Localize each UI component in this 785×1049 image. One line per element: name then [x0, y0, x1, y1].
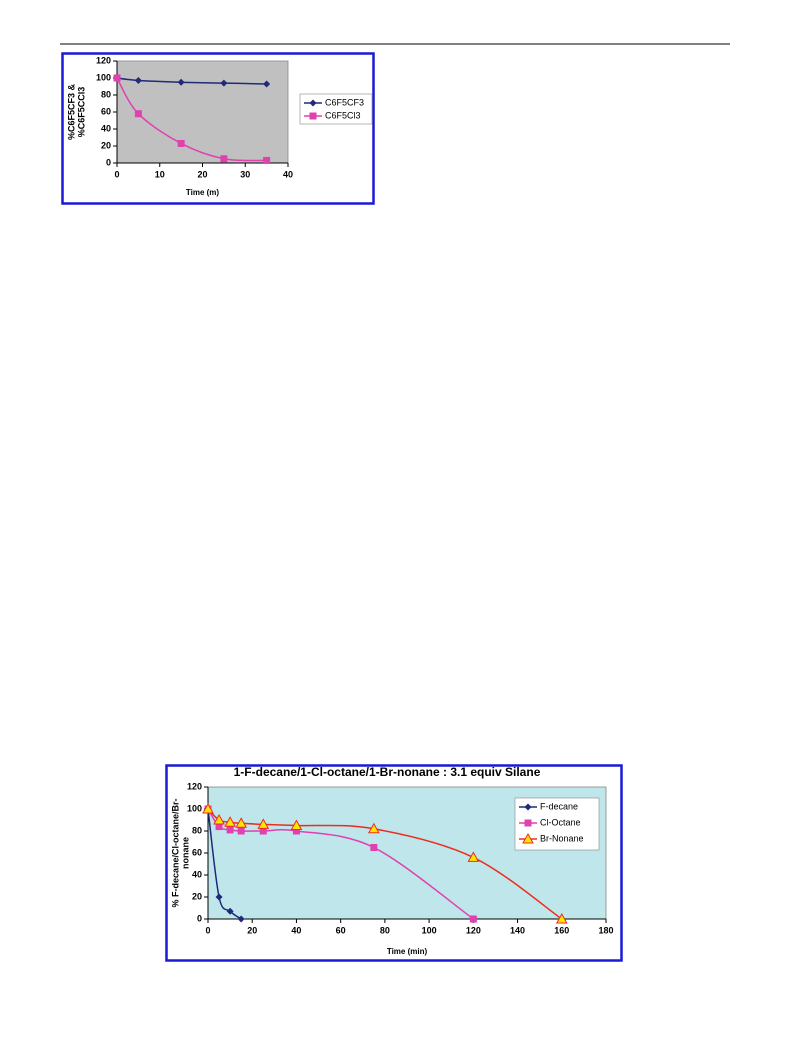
x-tick-label: 120: [466, 925, 481, 935]
marker: [215, 893, 223, 901]
marker: [215, 823, 223, 831]
marker: [237, 915, 245, 923]
series-line: [207, 808, 242, 920]
y-axis-label: nonane: [180, 837, 190, 869]
legend-marker: [524, 819, 532, 827]
marker: [263, 156, 271, 164]
plot-area: [116, 60, 289, 164]
marker: [177, 139, 185, 147]
marker: [367, 822, 380, 834]
x-tick-label: 80: [380, 925, 390, 935]
y-tick-label: 40: [101, 123, 111, 133]
legend-label: C6F5Cl3: [325, 110, 361, 120]
marker: [469, 915, 477, 923]
marker: [235, 817, 248, 828]
x-tick-label: 180: [598, 925, 613, 935]
marker: [226, 907, 234, 915]
x-tick-label: 60: [336, 925, 346, 935]
x-tick-label: 30: [240, 169, 250, 179]
x-tick-label: 160: [554, 925, 569, 935]
legend-marker: [524, 803, 532, 811]
y-tick-label: 20: [192, 891, 202, 901]
y-axis-label: %C6F5CCl3: [76, 87, 86, 138]
chart-title: 1-F-decane/1-Cl-octane/1-Br-nonane : 3.1…: [234, 765, 541, 779]
x-tick-label: 0: [114, 169, 119, 179]
y-tick-label: 40: [192, 869, 202, 879]
marker: [257, 818, 270, 829]
marker: [467, 851, 480, 862]
legend-label: Br-Nonane: [540, 833, 584, 843]
marker: [177, 78, 185, 86]
marker: [263, 80, 271, 88]
marker: [226, 826, 234, 834]
marker: [237, 827, 245, 835]
marker: [220, 79, 228, 87]
legend-marker: [522, 832, 534, 844]
marker: [259, 827, 267, 835]
x-tick-label: 10: [155, 169, 165, 179]
marker: [370, 844, 378, 851]
x-tick-label: 140: [510, 925, 525, 935]
y-tick-label: 120: [187, 781, 202, 791]
x-tick-label: 20: [197, 169, 207, 179]
legend-label: Cl-Octane: [540, 817, 581, 827]
y-tick-label: 120: [96, 55, 111, 65]
marker: [224, 816, 236, 827]
y-tick-label: 80: [192, 825, 202, 835]
marker: [220, 155, 228, 163]
y-tick-label: 100: [187, 803, 202, 813]
x-axis-label: Time (min): [387, 947, 428, 956]
series-line: [207, 808, 563, 920]
x-tick-label: 20: [247, 925, 257, 935]
x-tick-label: 100: [422, 925, 437, 935]
marker: [202, 802, 214, 814]
y-tick-label: 0: [106, 157, 111, 167]
y-tick-label: 20: [101, 140, 111, 150]
legend-label: F-decane: [540, 801, 578, 811]
y-axis-label: % F-decane/Cl-octane/Br-: [170, 798, 180, 907]
y-axis-label: %C6F5CF3 &: [66, 83, 76, 140]
x-tick-label: 0: [205, 925, 210, 935]
x-axis-label: Time (m): [186, 188, 220, 197]
y-tick-label: 80: [101, 89, 111, 99]
marker: [555, 912, 568, 924]
marker: [134, 110, 142, 118]
y-tick-label: 60: [192, 847, 202, 857]
y-tick-label: 100: [96, 72, 111, 82]
x-tick-label: 40: [291, 925, 301, 935]
y-tick-label: 60: [101, 106, 111, 116]
marker: [290, 819, 303, 830]
x-tick-label: 40: [283, 169, 293, 179]
marker: [134, 77, 142, 85]
legend-marker: [309, 99, 317, 107]
marker: [213, 813, 225, 825]
marker: [292, 827, 300, 835]
legend-label: C6F5CF3: [325, 97, 364, 107]
legend-marker: [309, 112, 317, 120]
y-tick-label: 0: [197, 913, 202, 923]
marker: [113, 74, 121, 82]
